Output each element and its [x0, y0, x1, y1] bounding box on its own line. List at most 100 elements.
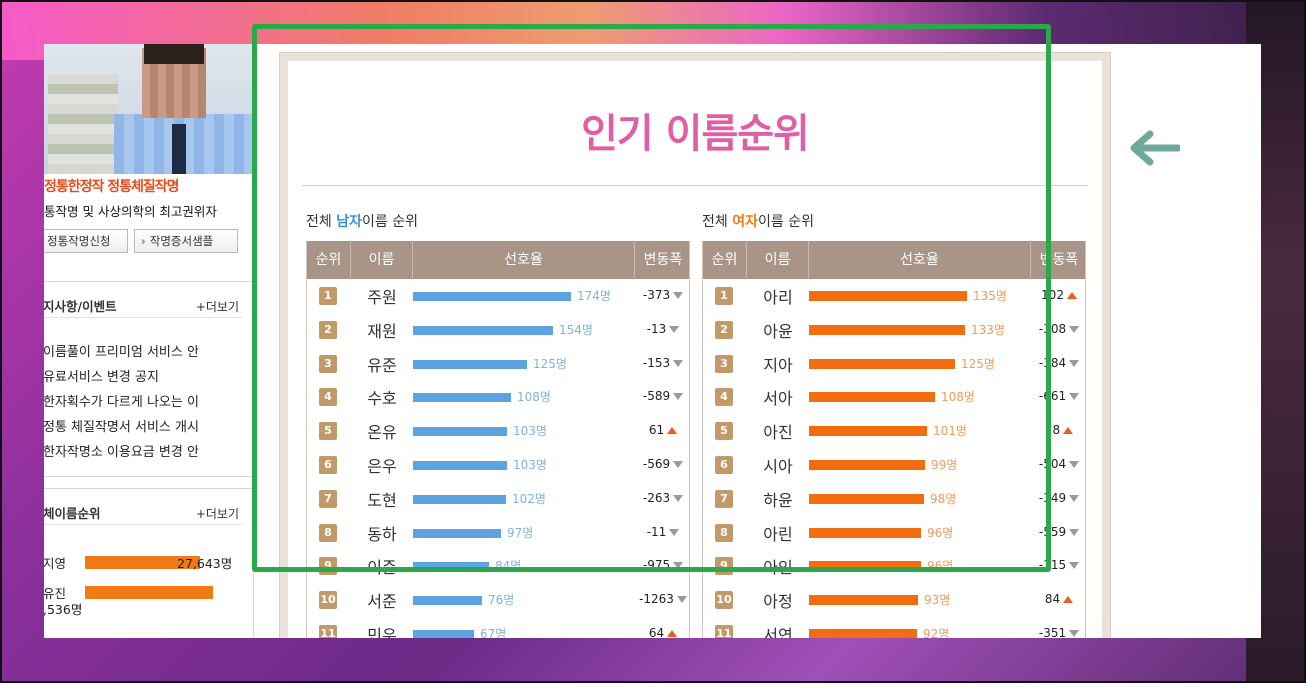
preference-bar	[413, 460, 507, 470]
change-cell: -975	[635, 558, 691, 572]
table-row[interactable]: 2 아윤 133명 -308	[703, 313, 1085, 347]
name-cell[interactable]: 지아	[763, 355, 793, 375]
preference-count: 97명	[507, 525, 534, 540]
male-caption-prefix: 전체	[306, 214, 337, 230]
rank-badge: 10	[715, 591, 733, 610]
name-cell[interactable]: 아린	[763, 524, 793, 544]
name-cell[interactable]: 은우	[367, 456, 397, 476]
mini-rank-count: ,536명	[44, 602, 83, 617]
change-value: -349	[1038, 490, 1067, 505]
table-row[interactable]: 5 아진 101명 28	[703, 414, 1085, 448]
notice-item[interactable]: 정통 체질작명서 서비스 개시	[44, 420, 199, 435]
arrow-up-icon	[667, 427, 678, 435]
preference-count: 125명	[533, 356, 567, 371]
mini-rank-more-link[interactable]: +더보기	[195, 507, 239, 521]
table-row[interactable]: 8 아린 96명 -559	[703, 516, 1085, 550]
table-row[interactable]: 1 주원 174명 -373	[307, 279, 689, 313]
arrow-down-icon	[1069, 494, 1080, 502]
name-cell[interactable]: 아진	[763, 423, 793, 443]
notice-item[interactable]: 유료서비스 변경 공지	[44, 370, 159, 385]
table-row[interactable]: 4 서아 108명 -661	[703, 380, 1085, 414]
change-value: -1263	[639, 592, 674, 607]
arrow-down-icon	[669, 325, 680, 333]
table-row[interactable]: 11 민우 67명 64	[307, 617, 689, 638]
table-row[interactable]: 4 수호 108명 -589	[307, 380, 689, 414]
mini-rank-list: 지영 27,643명 유진 ,536명	[44, 547, 248, 617]
change-value: -351	[1038, 625, 1067, 638]
table-row[interactable]: 9 아인 96명 -115	[703, 549, 1085, 583]
change-cell: 61	[635, 423, 691, 437]
change-value: 64	[648, 625, 665, 638]
name-cell[interactable]: 유준	[367, 355, 397, 375]
table-row[interactable]: 10 아정 93명 84	[703, 583, 1085, 617]
notice-item[interactable]: 이름풀이 프리미엄 서비스 안	[44, 345, 199, 360]
rank-badge: 7	[319, 489, 337, 508]
table-row[interactable]: 8 동하 97명 -11	[307, 516, 689, 550]
name-cell[interactable]: 주원	[367, 288, 397, 307]
table-row[interactable]: 3 유준 125명 -153	[307, 347, 689, 381]
name-cell[interactable]: 서아	[763, 389, 793, 409]
name-cell[interactable]: 이준	[367, 558, 397, 578]
name-cell[interactable]: 온유	[367, 423, 397, 443]
preference-bar	[809, 426, 927, 437]
name-cell[interactable]: 재원	[367, 321, 397, 341]
table-row[interactable]: 2 재원 154명 -13	[307, 313, 689, 347]
table-row[interactable]: 7 하윤 98명 -349	[703, 482, 1085, 516]
male-ranking-table: 순위 이름 선호율 변동폭 1 주원 174명 -373 2 재원 154명 -13 3 유준 12…	[306, 241, 690, 638]
table-row[interactable]: 10 서준 76명 -1263	[307, 583, 689, 617]
female-caption-prefix: 전체	[702, 214, 733, 230]
table-row[interactable]: 9 이준 84명 -975	[307, 549, 689, 583]
change-cell: 28	[1031, 423, 1087, 437]
header-preference: 선호율	[413, 241, 635, 279]
notice-item[interactable]: 한자획수가 다르게 나오는 이	[44, 395, 199, 410]
table-row[interactable]: 6 시아 99명 -504	[703, 448, 1085, 482]
preference-count: 98명	[930, 491, 957, 506]
name-cell[interactable]: 아인	[763, 558, 793, 578]
ranking-panel: 인기 이름순위 전체 남자이름 순위 순위 이름 선호율 변동폭 1 주원 174명…	[279, 52, 1111, 638]
mini-rank-row[interactable]: 유진 ,536명	[44, 577, 248, 617]
name-cell[interactable]: 아윤	[763, 321, 793, 341]
header-change: 변동폭	[643, 252, 683, 268]
name-cell[interactable]: 서준	[367, 592, 397, 612]
name-cell[interactable]: 도현	[367, 490, 397, 510]
rank-badge: 2	[715, 320, 733, 339]
change-cell: 64	[635, 626, 691, 638]
table-row[interactable]: 3 지아 125명 -384	[703, 347, 1085, 381]
mini-rank-count: 27,643명	[177, 556, 233, 571]
change-value: -115	[1038, 558, 1067, 573]
name-cell[interactable]: 시아	[763, 456, 793, 476]
rank-badge: 2	[319, 320, 337, 339]
apply-naming-button[interactable]: 정통작명신청	[44, 229, 128, 253]
rank-badge: 4	[319, 388, 337, 407]
rank-badge: 10	[319, 591, 337, 610]
name-cell[interactable]: 서연	[763, 625, 793, 638]
rank-badge: 5	[319, 422, 337, 441]
table-row[interactable]: 7 도현 102명 -263	[307, 482, 689, 516]
notice-item[interactable]: 한자작명소 이용요금 변경 안	[44, 445, 199, 460]
mini-rank-name: 유진	[44, 586, 67, 601]
sidebar: 정통한정작 정통체질작명 통작명 및 사상의학의 최고권위자 정통작명신청 › 작…	[44, 44, 259, 638]
certificate-sample-button[interactable]: › 작명증서샘플	[134, 229, 238, 253]
arrow-down-icon	[1069, 629, 1080, 637]
arrow-down-icon	[673, 292, 684, 299]
preference-bar	[413, 427, 507, 437]
table-row[interactable]: 6 은우 103명 -569	[307, 448, 689, 482]
notice-more-link[interactable]: +더보기	[195, 300, 239, 314]
mini-rank-row[interactable]: 지영 27,643명	[44, 547, 248, 577]
name-cell[interactable]: 동하	[367, 524, 397, 544]
promo-banner[interactable]: 정통한정작 정통체질작명 통작명 및 사상의학의 최고권위자 정통작명신청 › 작…	[44, 44, 254, 259]
preference-count: 108명	[517, 390, 551, 405]
name-cell[interactable]: 아정	[763, 592, 793, 612]
table-row[interactable]: 1 아리 135명 102	[703, 279, 1085, 313]
mini-rank-box: 체이름순위 +더보기 지영 27,643명 유진 ,536명	[44, 488, 254, 638]
name-cell[interactable]: 민우	[367, 625, 397, 638]
table-row[interactable]: 5 온유 103명 61	[307, 414, 689, 448]
name-cell[interactable]: 하윤	[763, 490, 793, 510]
male-caption-suffix: 이름 순위	[361, 214, 418, 230]
table-row[interactable]: 11 서연 92명 -351	[703, 617, 1085, 638]
name-cell[interactable]: 수호	[367, 389, 397, 409]
arrow-down-icon	[1069, 528, 1080, 536]
name-cell[interactable]: 아리	[763, 288, 793, 307]
header-rank: 순위	[307, 241, 351, 279]
change-value: -153	[642, 355, 671, 370]
